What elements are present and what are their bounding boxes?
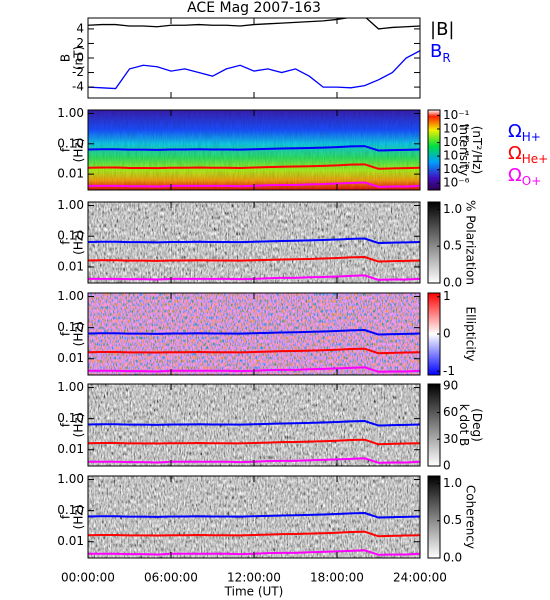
y-tick-label: 0.01 (57, 259, 84, 273)
gyro-line (88, 328, 420, 336)
colorbar-tick-label: 60 (443, 405, 458, 419)
legend-entry: ΩO+ (508, 165, 541, 188)
gyro-line (88, 237, 420, 245)
y-tick-label: 0 (76, 51, 84, 65)
y-axis-label: B (59, 54, 73, 62)
x-tick-label: 18:00:00 (310, 571, 364, 585)
colorbar-tick-label: 10⁻³ (443, 135, 470, 149)
y-axis-label: (Hz) (72, 230, 86, 255)
legend-subscript: H+ (522, 130, 541, 144)
y-tick-label: 1.00 (57, 198, 84, 212)
legend-subscript: O+ (522, 174, 542, 188)
colorbar-label: Coherency (464, 485, 478, 549)
y-tick-label: 0.10 (57, 229, 84, 243)
y-tick-label: 0.10 (57, 503, 84, 517)
colorbar-label: % Polarization (464, 200, 478, 285)
legend-entry: BR (430, 41, 451, 65)
colorbar-tick-label: 0.0 (443, 551, 462, 565)
y-tick-label: -2 (72, 65, 84, 79)
y-tick-label: 1.00 (57, 289, 84, 303)
y-axis-label: f (59, 514, 73, 519)
y-axis-label: f (59, 240, 73, 245)
y-axis-label: (Hz) (72, 322, 86, 347)
y-axis-label: (Hz) (72, 505, 86, 530)
y-axis-label: f (59, 422, 73, 427)
colorbar-label: (Deg) (470, 408, 484, 442)
y-tick-label: -4 (72, 80, 84, 94)
y-tick-label: 1.00 (57, 106, 84, 120)
legend-entry: |B| (430, 19, 454, 40)
y-tick-label: 0.10 (57, 411, 84, 425)
colorbar-tick-label: 10⁻¹ (443, 108, 470, 122)
y-axis-label: f (59, 147, 73, 152)
colorbar-tick-label: 1 (443, 289, 451, 303)
chart-title: ACE Mag 2007-163 (187, 0, 321, 16)
legend-name: B (430, 41, 442, 62)
gyro-line (88, 530, 420, 538)
y-tick-label: 0.10 (57, 136, 84, 150)
y-tick-label: 0.01 (57, 351, 84, 365)
legend-entry: ΩHe+ (508, 143, 548, 166)
y-tick-label: 0.01 (57, 442, 84, 456)
y-tick-label: 0.01 (57, 167, 84, 181)
colorbar-tick-label: 10⁻⁶ (443, 176, 470, 190)
y-axis-label: (Hz) (72, 138, 86, 163)
gyro-line (88, 511, 420, 519)
colorbar-tick-label: 0.0 (443, 276, 462, 290)
y-tick-label: 1.00 (57, 380, 84, 394)
y-axis-label: (nT) (72, 46, 86, 70)
y-axis-label: (Hz) (72, 413, 86, 438)
colorbar-label: Intensity (457, 124, 471, 176)
x-axis-label: Time (UT) (224, 585, 284, 599)
y-tick-label: 0.10 (57, 320, 84, 334)
gyro-line (88, 163, 420, 170)
colorbar-label: k dot B (457, 404, 471, 446)
x-tick-label: 24:00:00 (393, 571, 447, 585)
colorbar-label: (nT²/Hz) (470, 126, 484, 174)
legend-subscript: He+ (522, 152, 548, 166)
colorbar (427, 383, 441, 467)
legend-subscript: R (442, 51, 450, 65)
line-series (88, 18, 420, 30)
gyro-line (88, 145, 420, 152)
colorbar-tick-label: 10⁻⁵ (443, 162, 470, 176)
gyro-line (88, 438, 420, 446)
y-tick-label: 4 (76, 21, 84, 35)
legend-name: Ω (508, 143, 522, 164)
legend-name: |B| (430, 19, 454, 40)
colorbar-tick-label: 10⁻⁴ (443, 149, 470, 163)
colorbar (427, 109, 441, 191)
y-tick-label: 2 (76, 36, 84, 50)
colorbar-tick-label: 90 (443, 378, 458, 392)
legend-name: Ω (508, 121, 522, 142)
y-axis-label: f (59, 331, 73, 336)
gyro-line (88, 419, 420, 427)
line-series (88, 50, 420, 90)
colorbar (427, 475, 441, 559)
legend-name: Ω (508, 165, 522, 186)
colorbar-tick-label: 0 (443, 459, 451, 473)
colorbar-tick-label: 30 (443, 432, 458, 446)
gyro-line (88, 256, 420, 263)
x-tick-label: 00:00:00 (61, 571, 115, 585)
gyro-line (88, 347, 420, 355)
colorbar-tick-label: 1.0 (443, 202, 462, 216)
legend-entry: ΩH+ (508, 121, 541, 144)
y-tick-label: 1.00 (57, 472, 84, 486)
colorbar-label: Ellipticity (464, 307, 478, 362)
plot-frame (87, 17, 421, 99)
x-tick-label: 06:00:00 (144, 571, 198, 585)
colorbar-tick-label: -1 (443, 364, 455, 378)
colorbar (427, 201, 441, 284)
colorbar-tick-label: 0 (443, 327, 451, 341)
x-tick-label: 12:00:00 (227, 571, 281, 585)
colorbar-tick-label: 0.5 (443, 513, 462, 527)
colorbar-tick-label: 1.0 (443, 476, 462, 490)
y-tick-label: 0.01 (57, 534, 84, 548)
colorbar-tick-label: 0.5 (443, 239, 462, 253)
colorbar-tick-label: 10⁻² (443, 121, 470, 135)
